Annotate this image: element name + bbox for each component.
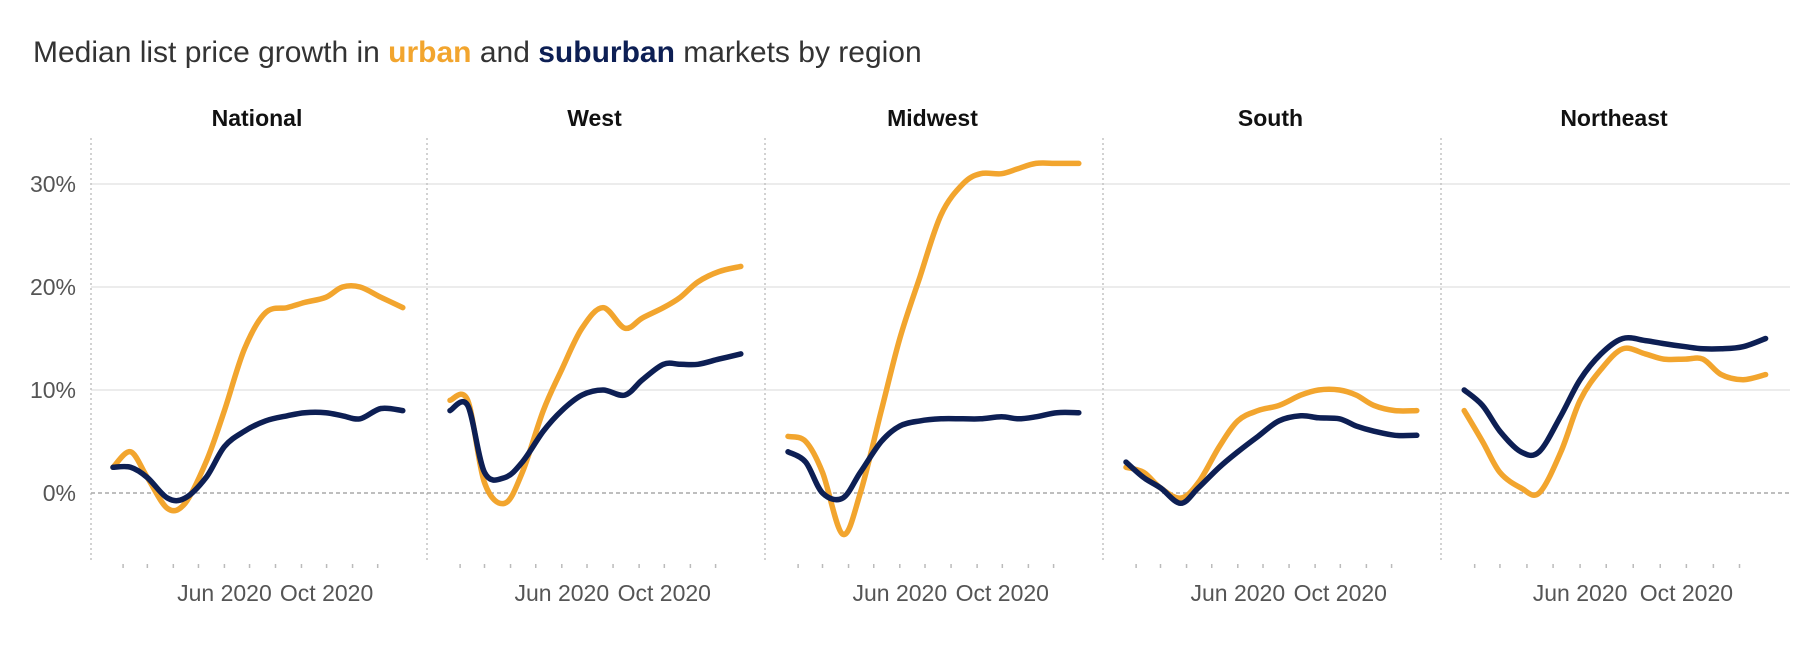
chart-title-suffix: markets by region: [674, 36, 922, 69]
y-tick-label: 30%: [30, 171, 76, 197]
panel-title-west: West: [567, 105, 622, 131]
x-tick-label: Oct 2020: [1640, 580, 1733, 606]
y-tick-label: 10%: [30, 377, 76, 403]
x-tick-label: Oct 2020: [280, 580, 373, 606]
chart-title-prefix: Median list price growth in: [33, 36, 389, 69]
panel-title-northeast: Northeast: [1560, 105, 1668, 131]
x-tick-label: Jun 2020: [1190, 580, 1285, 606]
chart-title-middle: and: [471, 36, 539, 69]
x-tick-label: Oct 2020: [1294, 580, 1387, 606]
y-tick-label: 20%: [30, 274, 76, 300]
chart-title-suburban: suburban: [538, 36, 675, 69]
series-line-national-urban: [110, 282, 406, 514]
x-tick-label: Jun 2020: [1533, 580, 1628, 606]
series-line-south-suburban: [1123, 412, 1420, 507]
series-line-west-urban: [447, 263, 744, 507]
panel-title-midwest: Midwest: [887, 105, 978, 131]
y-tick-label: 0%: [43, 480, 76, 506]
x-tick-label: Oct 2020: [956, 580, 1049, 606]
x-tick-label: Oct 2020: [618, 580, 711, 606]
chart-title-urban: urban: [388, 36, 472, 69]
x-tick-label: Jun 2020: [852, 580, 947, 606]
series-line-national-suburban: [110, 405, 406, 504]
series-line-northeast-suburban: [1461, 335, 1769, 459]
x-tick-label: Jun 2020: [514, 580, 609, 606]
chart-title: Median list price growth in urban and su…: [33, 36, 922, 70]
series-line-west-suburban: [447, 351, 744, 483]
series-line-northeast-urban: [1461, 345, 1769, 498]
series-line-south-urban: [1123, 386, 1420, 501]
series-line-midwest-urban: [785, 160, 1082, 538]
series-line-midwest-suburban: [785, 409, 1082, 503]
panel-title-national: National: [212, 105, 303, 131]
x-tick-label: Jun 2020: [177, 580, 272, 606]
panel-title-south: South: [1238, 105, 1303, 131]
